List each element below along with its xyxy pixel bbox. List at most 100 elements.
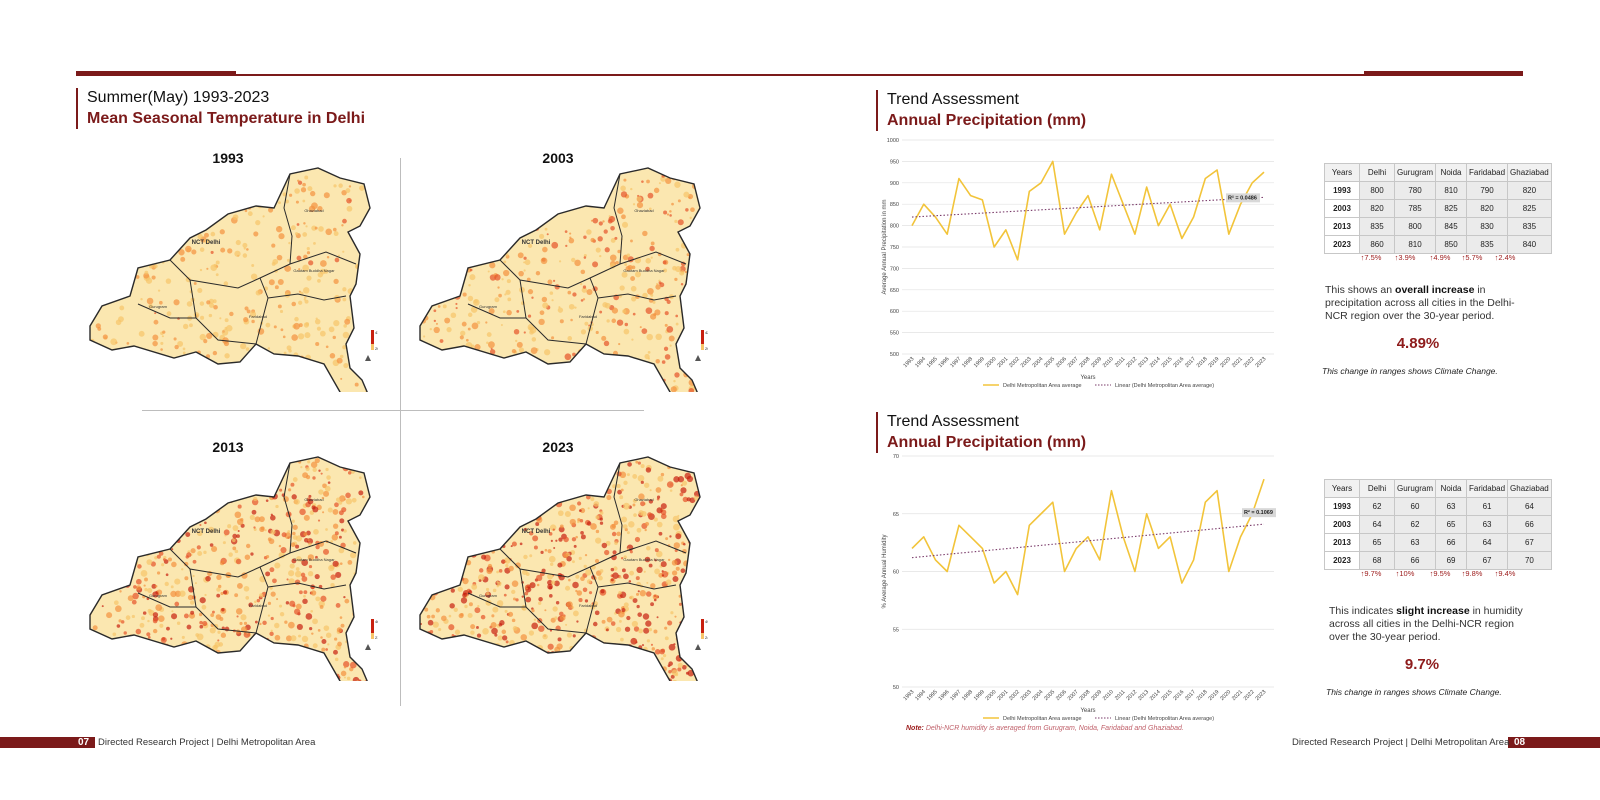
table-cell: 63 xyxy=(1435,497,1468,516)
heat-spot xyxy=(455,521,461,527)
heat-spot xyxy=(181,488,188,494)
heat-spot xyxy=(457,668,460,672)
heat-spot xyxy=(680,487,687,494)
section1-heading: Trend Assessment Annual Precipitation (m… xyxy=(876,90,1086,131)
heat-spot xyxy=(304,175,309,180)
heat-spot xyxy=(620,457,627,461)
heat-spot xyxy=(420,663,425,670)
heat-spot xyxy=(204,493,210,499)
heat-spot xyxy=(255,375,259,379)
heat-spot xyxy=(492,606,499,613)
heat-spot xyxy=(223,383,231,391)
heat-spot xyxy=(624,652,629,656)
heat-spot xyxy=(108,173,115,181)
heat-spot xyxy=(420,576,421,579)
y-tick-label: 550 xyxy=(890,331,899,337)
heat-spot xyxy=(590,237,595,243)
heat-spot xyxy=(585,569,592,576)
heat-spot xyxy=(348,185,352,188)
heat-spot xyxy=(502,475,508,481)
section1-heading-bottom: Annual Precipitation (mm) xyxy=(887,112,1087,129)
heat-spot xyxy=(527,314,532,318)
heat-spot xyxy=(647,357,651,360)
table-cell: 64 xyxy=(1466,533,1509,552)
heat-spot xyxy=(262,665,270,672)
district-label: Faridabad xyxy=(249,314,267,319)
table-cell: 70 xyxy=(1507,551,1552,570)
heat-spot xyxy=(148,303,153,309)
heat-spot xyxy=(486,568,493,575)
heat-spot xyxy=(524,651,530,656)
heat-spot xyxy=(500,667,505,672)
header-rule xyxy=(76,74,1523,76)
heat-spot xyxy=(610,391,616,397)
legend-min-label: 24.62 xyxy=(705,635,708,640)
x-tick-label: 2005 xyxy=(1043,356,1056,369)
heat-spot xyxy=(631,265,636,270)
heat-spot xyxy=(503,260,507,264)
heat-spot xyxy=(248,670,253,676)
heat-spot xyxy=(608,215,611,218)
heat-spot xyxy=(630,187,633,191)
heat-spot xyxy=(614,656,620,662)
heat-spot xyxy=(156,518,159,521)
heat-spot xyxy=(221,608,225,612)
heat-spot xyxy=(119,590,122,593)
heat-spot xyxy=(435,322,438,325)
heat-spot xyxy=(420,385,422,392)
heat-spot xyxy=(491,222,496,227)
heat-spot xyxy=(105,468,109,472)
heat-spot xyxy=(607,680,614,687)
heat-spot xyxy=(430,639,437,645)
heat-spot xyxy=(457,525,462,530)
x-tick-label: 2019 xyxy=(1208,689,1221,702)
heat-spot xyxy=(104,549,108,553)
heat-spot xyxy=(286,668,291,674)
heat-spot xyxy=(664,626,668,630)
heat-spot xyxy=(100,203,106,209)
heat-spot xyxy=(520,366,523,369)
heat-spot xyxy=(558,537,563,542)
heat-spot xyxy=(564,353,572,361)
heat-spot xyxy=(567,387,575,394)
heat-spot xyxy=(312,476,316,480)
heat-spot xyxy=(310,667,313,671)
heat-spot xyxy=(261,482,265,487)
heat-spot xyxy=(533,182,540,189)
change-value: ↑7.5% xyxy=(1360,253,1382,262)
precipitation-line-chart: 5005506006507007508008509009501000Averag… xyxy=(882,138,1274,389)
heat-spot xyxy=(660,513,667,520)
heat-spot xyxy=(650,313,657,320)
table-cell: 64 xyxy=(1507,497,1552,516)
heat-spot xyxy=(126,208,132,214)
heat-spot xyxy=(149,223,153,227)
heat-spot xyxy=(553,663,558,668)
heat-spot xyxy=(594,610,600,616)
heat-spot xyxy=(154,643,158,646)
table-cell: 67 xyxy=(1507,533,1552,552)
x-tick-label: 2015 xyxy=(1161,356,1174,369)
heat-spot xyxy=(435,574,442,581)
heat-spot xyxy=(476,626,479,629)
heat-spot xyxy=(95,269,100,275)
heat-spot xyxy=(631,338,634,341)
heat-spot xyxy=(573,462,577,466)
heat-spot xyxy=(548,656,552,660)
heat-spot xyxy=(173,536,177,540)
heat-spot xyxy=(526,178,532,184)
heat-spot xyxy=(674,372,680,378)
heat-spot xyxy=(544,474,549,478)
heat-spot xyxy=(274,634,281,641)
heat-spot xyxy=(247,653,251,657)
r2-label-box xyxy=(1242,508,1276,518)
heat-spot xyxy=(144,270,149,275)
heat-spot xyxy=(602,220,605,223)
heat-spot xyxy=(519,367,526,373)
heat-spot xyxy=(580,282,583,286)
heat-spot xyxy=(655,378,659,382)
heat-spot xyxy=(456,171,462,177)
heat-spot xyxy=(504,173,507,176)
heat-spot xyxy=(232,538,236,543)
heat-spot xyxy=(502,174,505,177)
